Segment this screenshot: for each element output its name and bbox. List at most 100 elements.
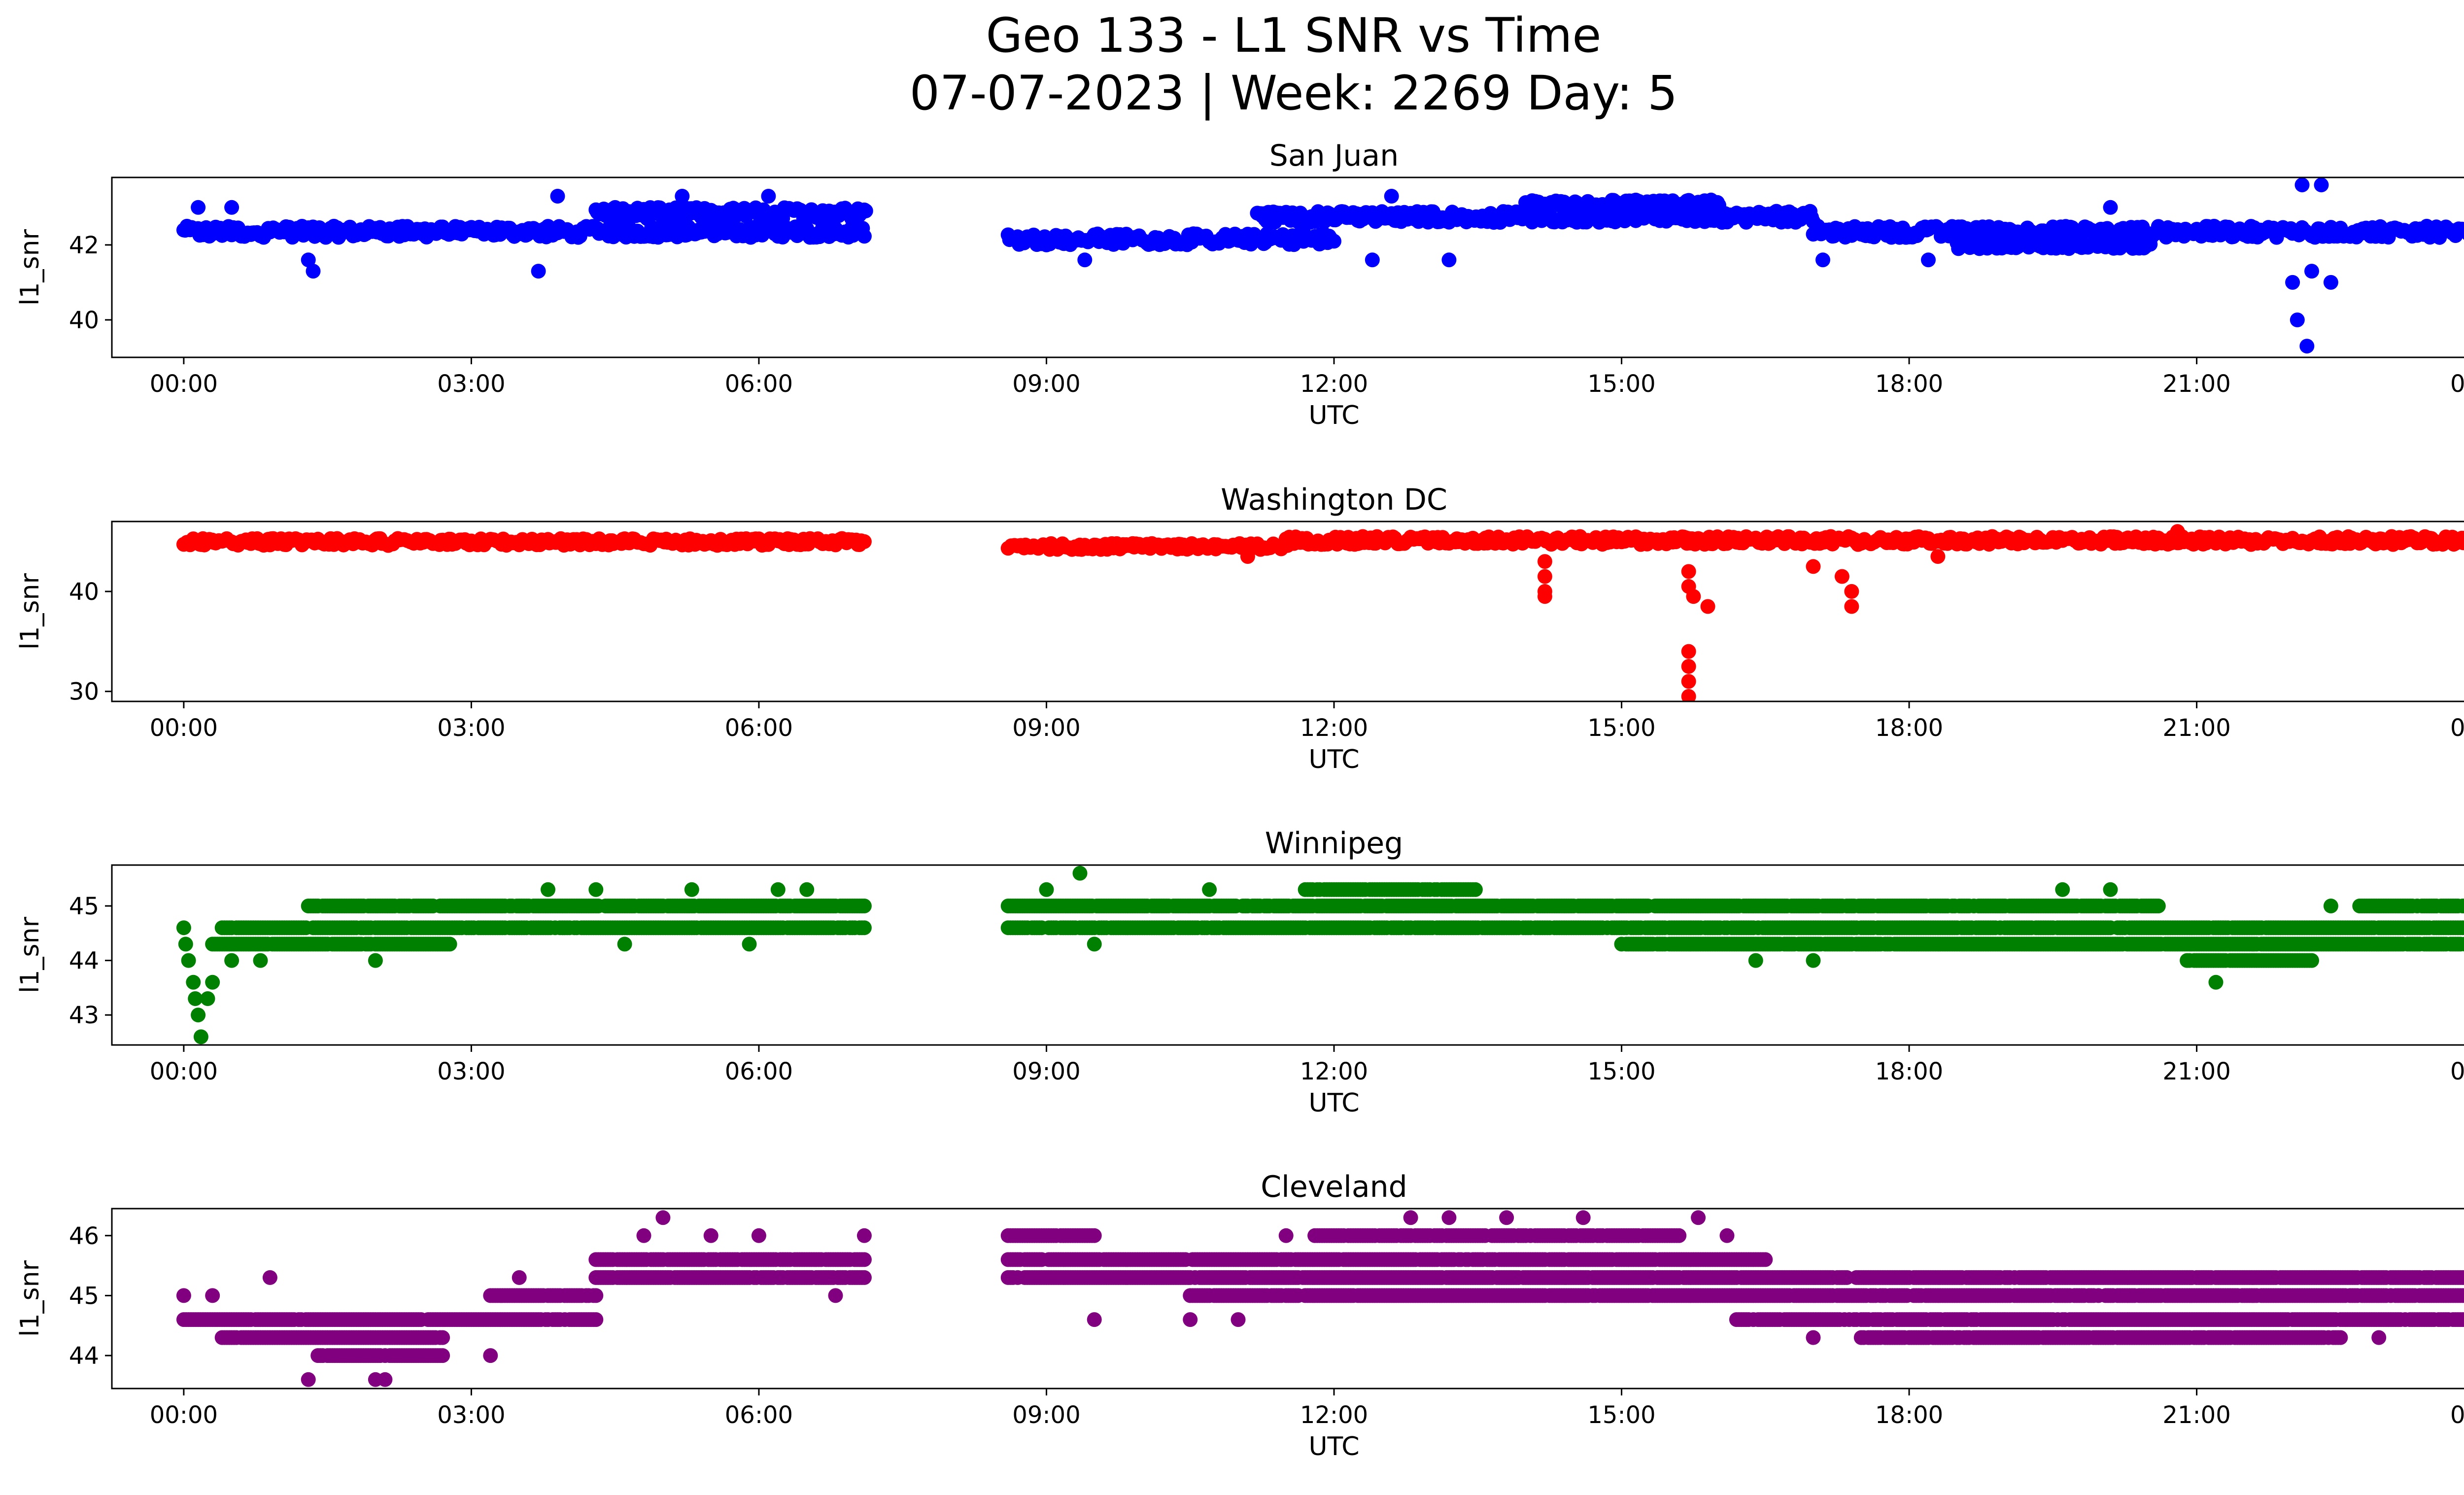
x-tick-label: 12:00 [1300, 1058, 1368, 1085]
data-point [2055, 882, 2070, 897]
data-point [188, 991, 203, 1006]
data-point [2294, 177, 2310, 193]
data-point [1202, 882, 1217, 897]
x-tick-label: 15:00 [1587, 714, 1655, 742]
data-point [2461, 228, 2464, 240]
figure-title-line2: 07-07-2023 | Week: 2269 Day: 5 [910, 66, 1678, 121]
data-point [541, 882, 555, 897]
subplot-title: San Juan [1269, 139, 1399, 173]
data-point [2304, 264, 2319, 279]
data-point [2151, 899, 2166, 913]
data-point [2460, 899, 2464, 913]
data-point [1365, 252, 1380, 268]
y-axis-label: l1_snr [15, 229, 45, 306]
x-axis-label: UTC [1308, 745, 1359, 774]
series-points [176, 866, 2464, 1044]
data-point [2299, 339, 2315, 354]
x-tick-label: 00:00 [2450, 370, 2464, 398]
x-tick-label: 09:00 [1012, 370, 1080, 398]
data-point [191, 1008, 206, 1023]
data-point [193, 1029, 208, 1044]
data-point [1834, 569, 1849, 584]
x-tick-label: 21:00 [2162, 1058, 2230, 1085]
data-point [1087, 937, 1102, 952]
data-point [224, 200, 240, 215]
data-point [2461, 530, 2464, 543]
data-point [186, 974, 201, 990]
x-tick-label: 21:00 [2162, 370, 2230, 398]
x-tick-label: 00:00 [150, 370, 218, 398]
y-tick-label: 30 [69, 678, 99, 706]
y-tick-label: 40 [69, 307, 99, 334]
data-point [1468, 882, 1483, 897]
data-point [2170, 524, 2185, 539]
series-points [176, 177, 2464, 354]
data-point [531, 264, 546, 279]
x-tick-label: 15:00 [1587, 1058, 1655, 1085]
x-tick-label: 09:00 [1012, 1058, 1080, 1085]
x-tick-label: 09:00 [1012, 714, 1080, 742]
data-point [856, 534, 872, 549]
y-axis-label: l1_snr [15, 916, 45, 993]
subplot-title: Winnipeg [1265, 826, 1403, 861]
subplot-2: Winnipeg 00:00 03:00 06:00 09:00 12:00 15:00 18… [15, 826, 2464, 1118]
data-point [856, 899, 872, 913]
data-point [1039, 882, 1054, 897]
data-point [1681, 564, 1696, 579]
data-point [191, 200, 206, 215]
data-point [2323, 275, 2338, 290]
x-tick-label: 06:00 [725, 1058, 793, 1085]
data-point [2103, 200, 2118, 215]
data-point [301, 252, 316, 268]
x-tick-label: 03:00 [437, 1058, 505, 1085]
x-tick-label: 06:00 [725, 370, 793, 398]
data-point [1327, 234, 1341, 249]
subplot-title: Washington DC [1221, 483, 1447, 517]
data-point [858, 203, 873, 218]
x-tick-label: 18:00 [1875, 370, 1943, 398]
x-tick-label: 00:00 [2450, 714, 2464, 742]
data-point [856, 229, 872, 244]
data-point [1806, 559, 1821, 574]
data-point [1384, 189, 1399, 204]
y-axis-label: l1_snr [15, 573, 45, 650]
data-point [1921, 252, 1936, 268]
data-point [1077, 252, 1093, 268]
data-point [675, 189, 690, 204]
x-tick-label: 00:00 [2450, 1058, 2464, 1085]
data-point [799, 882, 815, 897]
x-tick-label: 21:00 [2162, 714, 2230, 742]
series-points [176, 524, 2464, 701]
data-point [1815, 252, 1830, 268]
data-point [176, 920, 191, 936]
data-point [742, 937, 757, 952]
data-point [1806, 953, 1821, 968]
data-point [550, 189, 565, 204]
x-tick-label: 03:00 [437, 714, 505, 742]
data-point [2290, 313, 2305, 327]
data-point [588, 1312, 604, 1327]
x-tick-label: 12:00 [1300, 714, 1368, 742]
data-point [1930, 549, 1946, 564]
data-point [1537, 589, 1552, 604]
data-point [1700, 599, 1715, 614]
data-point [770, 882, 786, 897]
data-point [1681, 659, 1696, 674]
data-point [224, 953, 240, 968]
data-point [1537, 569, 1552, 584]
data-point [2103, 882, 2118, 897]
data-point [181, 953, 196, 968]
data-point [1355, 920, 1370, 936]
x-tick-label: 18:00 [1875, 1058, 1943, 1085]
data-point [2458, 937, 2464, 952]
data-point [2208, 974, 2224, 990]
data-point [2304, 953, 2319, 968]
data-point [306, 264, 321, 279]
data-point [856, 920, 872, 936]
data-point [1681, 644, 1696, 659]
data-point [1537, 554, 1552, 569]
x-tick-label: 00:00 [150, 1058, 218, 1085]
data-point [2323, 899, 2338, 913]
data-point [1441, 252, 1457, 268]
